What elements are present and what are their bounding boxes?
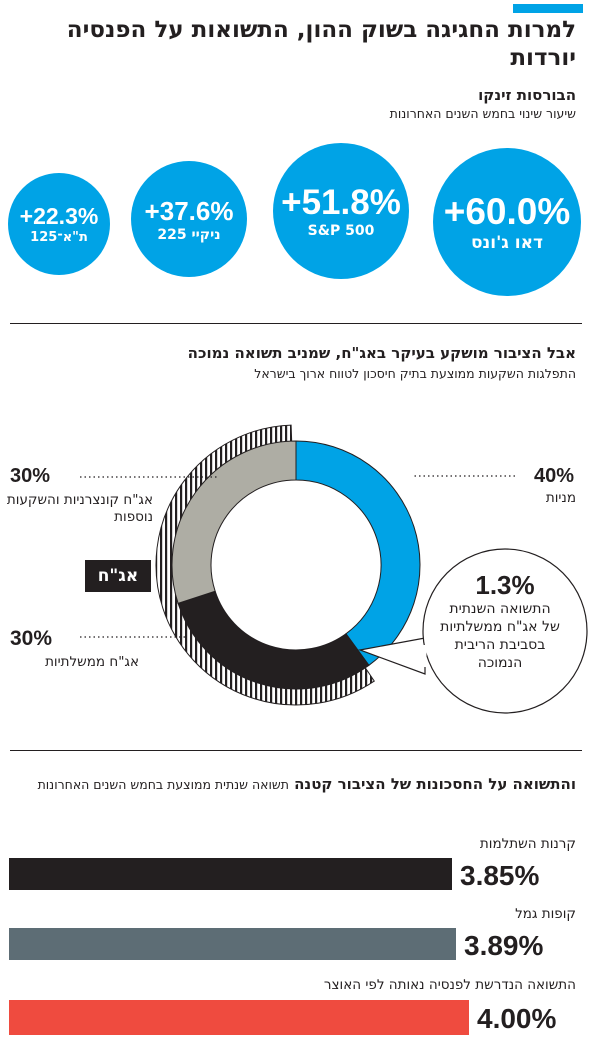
bubble-value: +60.0% xyxy=(443,191,571,232)
bubble-label: דאו ג'ונס xyxy=(470,233,544,253)
bar-gemel xyxy=(9,928,456,960)
bar-required xyxy=(9,1000,469,1035)
bubble-nikkei: +37.6% ניקיי 225 xyxy=(131,161,247,277)
bubble-sp500: +51.8% S&P 500 xyxy=(273,143,409,279)
returns-header: והתשואה על החסכונות של הציבור קטנה תשואה… xyxy=(10,774,576,795)
donut-slice-gov-bonds xyxy=(177,590,370,690)
bubble-label: ניקיי 225 xyxy=(157,226,221,243)
page-title: למרות החגיגה בשוק ההון, התשואות על הפנסי… xyxy=(66,17,576,71)
corp-bonds-value: 30% xyxy=(10,465,51,487)
allocation-note: התפלגות השקעות ממוצעת בתיק חיסכון לטווח … xyxy=(254,366,576,381)
bubble-value: +51.8% xyxy=(281,183,401,222)
bar-value-gemel: 3.89% xyxy=(464,930,544,961)
gov-bonds-value: 30% xyxy=(10,627,53,650)
bar-value-hishtalmut: 3.85% xyxy=(460,860,540,891)
allocation-heading: אבל הציבור מושקע בעיקר באג"ח, שמניב תשוא… xyxy=(187,344,576,362)
bubble-dow-jones: +60.0% דאו ג'ונס xyxy=(433,148,581,296)
bar-label-required: התשואה הנדרשת לפנסיה נאותה לפי האוצר xyxy=(323,977,576,993)
bubble-value: +22.3% xyxy=(19,203,99,229)
bar-label-gemel: קופות גמל xyxy=(515,906,576,922)
bubble-label: S&P 500 xyxy=(307,223,375,239)
callout-text: התשואה השנתית של אג"ח ממשלתיות בסביבת הר… xyxy=(440,601,560,671)
bar-label-hishtalmut: קרנות השתלמות xyxy=(479,836,576,852)
divider xyxy=(10,323,582,324)
stocks-note: שיעור שינוי בחמש השנים האחרונות xyxy=(389,106,576,121)
bond-tag: אג"ח xyxy=(85,560,151,592)
stocks-heading: הבורסות זינקו xyxy=(478,86,576,104)
donut-slice-corp-bonds xyxy=(171,440,297,604)
bar-value-required: 4.00% xyxy=(477,1003,557,1034)
gov-bonds-label: אג"ח ממשלתיות xyxy=(45,654,139,670)
callout-bubble xyxy=(422,548,588,714)
stocks-value: 40% xyxy=(534,465,575,487)
bubble-value: +37.6% xyxy=(144,195,234,226)
bar-hishtalmut xyxy=(9,858,452,890)
stocks-label: מניות xyxy=(545,490,576,506)
donut-slice-stocks xyxy=(295,440,421,667)
bubble-ta125: +22.3% ת"א־125 xyxy=(8,173,110,275)
corp-bonds-label: אג"ח קונצרניות והשקעות נוספות xyxy=(6,492,153,525)
returns-note: תשואה שנתית ממוצעת בחמש השנים האחרונות xyxy=(37,777,289,792)
bubble-label: ת"א־125 xyxy=(30,230,88,245)
accent-bar xyxy=(513,4,583,13)
returns-heading: והתשואה על החסכונות של הציבור קטנה xyxy=(294,775,576,793)
callout-value: 1.3% xyxy=(475,570,535,600)
divider xyxy=(10,750,582,751)
